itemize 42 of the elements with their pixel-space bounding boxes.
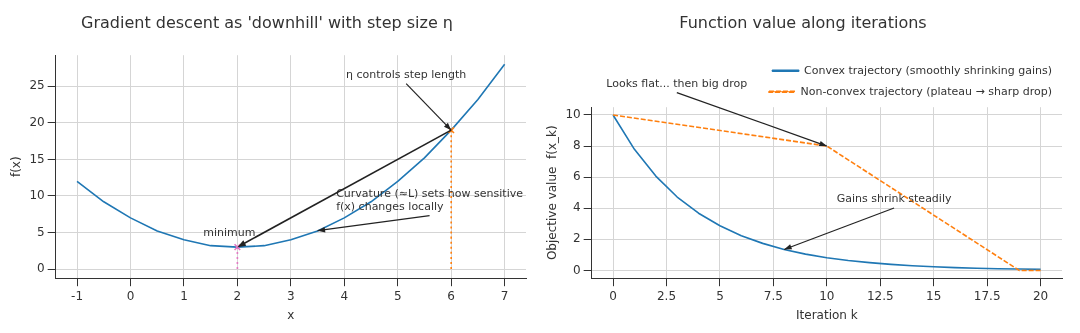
annotation: minimum [203, 225, 256, 239]
x-tick-label: 20 [1032, 288, 1049, 303]
y-tick-label: 10 [565, 107, 581, 122]
x-tick-label: 3 [287, 288, 295, 303]
x-tick-label: 17.5 [973, 288, 1001, 303]
x-tick-label: 2 [233, 288, 242, 303]
x-tick-label: 5 [716, 288, 724, 303]
chart-title: Gradient descent as 'downhill' with step size η [81, 12, 453, 32]
x-tick-label: -1 [71, 288, 84, 303]
annotation: Gains shrink steadily [836, 192, 952, 206]
y-tick-label: 5 [37, 224, 45, 239]
x-tick-label: 5 [393, 288, 402, 303]
y-tick-label: 25 [29, 78, 45, 93]
chart-title: Function value along iterations [679, 12, 927, 32]
legend-label: Non-convex trajectory (plateau → sharp drop) [800, 84, 1052, 98]
y-tick-label: 6 [573, 169, 581, 184]
y-axis-title: f(x) [9, 156, 24, 178]
y-tick-label: 8 [573, 138, 581, 153]
x-tick-label: 7.5 [763, 288, 783, 303]
legend-label: Convex trajectory (smoothly shrinking gains) [804, 63, 1053, 77]
annotation: Looks flat... then big drop [606, 76, 748, 90]
y-tick-label: 10 [29, 188, 45, 203]
x-axis-title: Iteration k [796, 307, 858, 322]
x-tick-label: 15 [926, 288, 942, 303]
y-tick-label: 15 [29, 151, 45, 166]
annotation: η controls step length [346, 68, 467, 81]
y-tick-label: 4 [573, 200, 581, 215]
y-tick-label: 0 [573, 262, 581, 277]
x-tick-label: 10 [819, 288, 835, 303]
y-tick-label: 2 [573, 231, 581, 246]
y-tick-label: 20 [29, 114, 45, 129]
x-tick-label: 0 [609, 288, 617, 303]
x-axis-title: x [287, 307, 295, 322]
x-tick-label: 2.5 [656, 288, 677, 303]
x-tick-label: 12.5 [866, 288, 894, 303]
x-tick-label: 4 [340, 288, 349, 303]
x-tick-label: 6 [447, 288, 455, 303]
y-axis-title: Objective value f(x_k) [545, 125, 560, 261]
x-tick-label: 7 [500, 288, 509, 303]
y-tick-label: 0 [37, 261, 45, 276]
x-tick-label: 1 [180, 288, 188, 303]
x-tick-label: 0 [126, 288, 135, 303]
